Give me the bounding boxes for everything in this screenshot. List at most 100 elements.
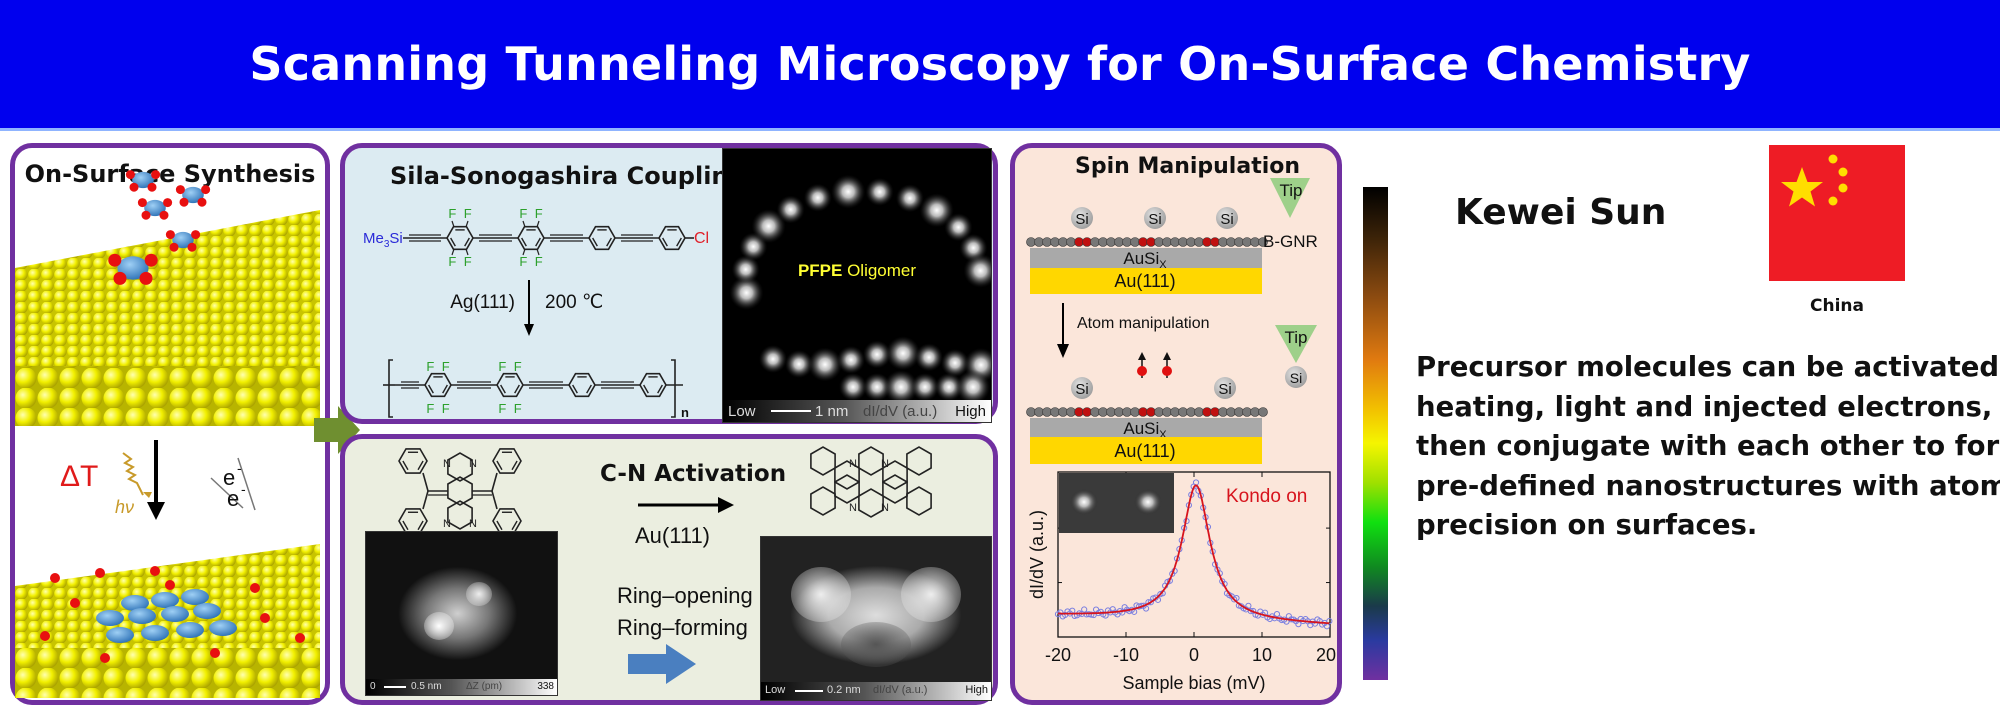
x-tick-label: 10 xyxy=(1252,645,1272,665)
halogen-atom xyxy=(187,242,197,252)
molecule-blob xyxy=(731,255,760,284)
ribbon-atom xyxy=(1074,407,1084,417)
panel-on-surface-synthesis: On-Surface Synthesis ΔT hν xyxy=(10,143,330,705)
panel-title: Sila-Sonogashira Coupling xyxy=(390,162,746,190)
svg-text:e: e xyxy=(223,465,235,490)
fluorine-label: F xyxy=(448,254,456,269)
ribbon-atom xyxy=(1066,407,1076,417)
color-scale-bar: Low 1 nm dI/dV (a.u.) High xyxy=(723,400,991,422)
fluorine-label: F xyxy=(519,254,527,269)
ribbon-atom xyxy=(1226,407,1236,417)
bracket xyxy=(388,359,393,418)
released-halogen xyxy=(210,648,220,658)
molecule-blob xyxy=(895,184,924,213)
country-label: China xyxy=(1810,296,1864,316)
released-halogen xyxy=(50,573,60,583)
substrate-label: Au(111) xyxy=(635,523,711,548)
ribbon-atom xyxy=(1106,407,1116,417)
molecule-blob xyxy=(803,183,832,212)
synthesis-illustration: ΔT hν e - e - xyxy=(15,170,320,698)
product-stm-image: Low 0.2 nm dI/dV (a.u.) High xyxy=(760,536,992,701)
ribbon-atom xyxy=(1170,237,1180,247)
benzene-ring xyxy=(492,448,522,474)
fluorine-label: F xyxy=(535,206,543,221)
x-tick-label: 20 xyxy=(1316,645,1336,665)
ribbon-atom xyxy=(1066,237,1076,247)
data-point xyxy=(1081,606,1088,613)
substrate-label: Au(111) xyxy=(1114,441,1175,461)
data-point xyxy=(1245,602,1252,609)
released-halogen xyxy=(95,568,105,578)
benzene-ring xyxy=(906,486,932,516)
ribbon-atom xyxy=(1218,407,1228,417)
kondo-spectrum-chart: -20 -10 0 10 20 Sample bias (mV) dI/dV (a.u.) K… xyxy=(1027,471,1336,693)
data-point xyxy=(1192,479,1200,486)
ribbon-atom xyxy=(1058,407,1068,417)
nitrogen-label: N xyxy=(469,458,477,470)
spin-schematic: Tip Si Si Si B-GNR AuSiX Au(111) Atom mani… xyxy=(1026,178,1336,693)
alloy-label: AuSiX xyxy=(1123,419,1167,441)
heat-label: ΔT xyxy=(60,460,98,493)
ribbon-atom xyxy=(1194,237,1204,247)
molecule xyxy=(144,199,166,217)
panel-spin-manipulation: Spin Manipulation Tip Si Si Si B-GNR AuSiX… xyxy=(1010,143,1342,705)
data-point xyxy=(1088,611,1095,618)
silicon-atom xyxy=(1071,207,1093,229)
ribbon-label: B-GNR xyxy=(1263,232,1318,251)
released-halogen xyxy=(70,598,80,608)
ribbon-atom xyxy=(1258,237,1268,247)
panel-title: C-N Activation xyxy=(600,461,787,487)
precursor-stm-image: 0 0.5 nm ΔZ (pm) 338 xyxy=(365,531,558,696)
tip-label: Tip xyxy=(1285,328,1308,347)
silicon-atoms-row-2: Si Si xyxy=(1071,377,1236,399)
halogen-atom xyxy=(147,182,157,192)
silicon-atom xyxy=(1214,377,1236,399)
molecule-blob xyxy=(915,343,943,372)
ribbon-atom xyxy=(1034,237,1044,247)
molecule-blob xyxy=(759,345,787,373)
step-ring-forming: Ring–forming xyxy=(617,615,748,640)
boron-gnr-ribbon xyxy=(1026,237,1268,247)
fluorine-label: F xyxy=(448,206,456,221)
ribbon-atom xyxy=(1162,407,1172,417)
ribbon-atom xyxy=(1250,407,1260,417)
substrate-label: Au(111) xyxy=(1114,271,1175,291)
ribbon-atom xyxy=(1210,407,1220,417)
ribbon-atom xyxy=(1138,237,1148,247)
molecule-blob xyxy=(729,275,764,310)
molecule-blob xyxy=(884,370,918,401)
panel-cn-activation: N N N N N N N N C-N Activation Au(111) Ring–op… xyxy=(340,434,998,705)
y-axis-label: dI/dV (a.u.) xyxy=(1027,510,1047,599)
substrate-label: Ag(111) xyxy=(450,292,515,313)
data-point xyxy=(1326,617,1333,625)
silicon-label: Si xyxy=(1218,381,1231,398)
ribbon-atom xyxy=(1074,237,1084,247)
chlorine-label: Cl xyxy=(694,230,709,247)
temperature-label: 200 ℃ xyxy=(545,292,603,313)
fluorine-label: F xyxy=(514,401,522,416)
silicon-label: Si xyxy=(1148,211,1161,228)
fluorine-label: F xyxy=(426,359,434,374)
ribbon-atom xyxy=(1210,237,1220,247)
ribbon-atom xyxy=(1122,407,1132,417)
silicon-atom xyxy=(1071,377,1093,399)
fluorine-label: F xyxy=(442,359,450,374)
ribbon-atom xyxy=(1218,237,1228,247)
light-label: hν xyxy=(115,497,134,517)
ribbon-atom xyxy=(1250,237,1260,247)
halogen-atom xyxy=(179,197,189,207)
halogen-atom xyxy=(139,271,153,285)
ribbon-atom xyxy=(1098,237,1108,247)
gold-substrate xyxy=(1030,268,1262,294)
molecule-blob xyxy=(831,174,866,209)
reaction-arrow xyxy=(638,497,734,513)
molecule-blob xyxy=(837,345,865,374)
molecule-blob xyxy=(935,373,963,401)
ribbon-atom xyxy=(1042,237,1052,247)
ribbon-atom xyxy=(1130,237,1140,247)
gold-surface-top xyxy=(15,210,320,426)
panel-title: On-Surface Synthesis xyxy=(24,160,316,188)
reaction-arrow xyxy=(524,324,534,336)
nitrogen-label: N xyxy=(443,518,451,530)
spin-arrow-icons xyxy=(1137,352,1172,378)
